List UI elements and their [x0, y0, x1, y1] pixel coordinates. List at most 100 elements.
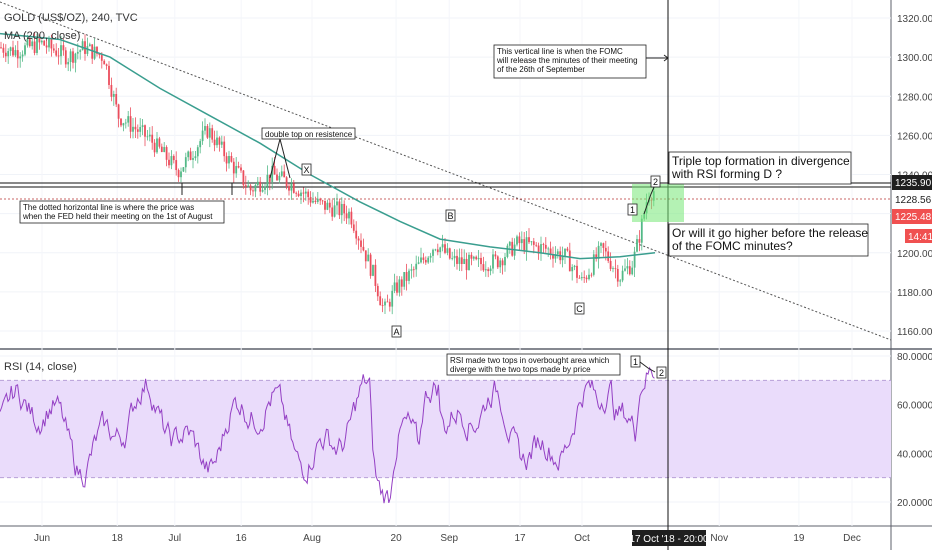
candle-up	[463, 258, 466, 264]
candle-down	[448, 248, 451, 259]
highlight-box	[632, 184, 684, 222]
candle-up	[187, 151, 190, 158]
candle-down	[249, 185, 252, 191]
rsi-note-box	[446, 353, 621, 376]
candle-up	[79, 50, 82, 52]
candle-down	[537, 245, 540, 254]
candle-down	[134, 126, 137, 130]
candle-down	[595, 254, 598, 259]
candle-up	[81, 41, 84, 51]
candle-up	[597, 245, 600, 259]
candle-up	[220, 141, 223, 145]
candle-down	[324, 200, 326, 210]
candle-down	[376, 285, 379, 297]
candle-down	[576, 265, 578, 278]
time-tick-label: Dec	[843, 533, 861, 544]
rsi-legend-label[interactable]: RSI (14, close)	[4, 361, 77, 373]
candle-up	[484, 269, 487, 271]
candle-down	[52, 48, 55, 51]
point-label-box	[650, 175, 661, 188]
candle-up	[88, 44, 91, 47]
candle-down	[177, 170, 180, 178]
candle-up	[417, 262, 420, 264]
candle-up	[556, 251, 559, 255]
candle-up	[31, 41, 34, 47]
fomc-note-text: will release the minutes of their meetin…	[496, 56, 638, 65]
double-top-note-box	[261, 127, 356, 140]
candle-down	[230, 155, 233, 162]
candle-up	[468, 254, 470, 271]
rsi-tick-label: 40.0000	[897, 449, 932, 460]
candle-up	[547, 248, 550, 250]
candle-up	[619, 280, 622, 282]
candle-down	[583, 277, 586, 278]
candle-down	[328, 202, 331, 208]
rsi-line	[0, 366, 655, 504]
candle-up	[24, 45, 26, 55]
candle-down	[244, 185, 247, 187]
candle-down	[129, 116, 132, 132]
candle-down	[360, 240, 362, 247]
candle-up	[264, 186, 266, 190]
candle-up	[453, 255, 456, 259]
candle-down	[64, 50, 67, 65]
candle-down	[45, 45, 48, 48]
candle-up	[427, 257, 430, 263]
candle-down	[355, 230, 358, 239]
candle-up	[441, 244, 444, 248]
candle-up	[477, 257, 480, 260]
rsi-tick-label: 20.0000	[897, 498, 932, 509]
candle-up	[182, 167, 185, 172]
candle-up	[139, 127, 142, 132]
candle-down	[374, 264, 377, 286]
candle-up	[398, 279, 401, 293]
point-label-2: 2	[653, 177, 658, 187]
point-label-A: A	[393, 327, 399, 337]
candle-down	[110, 84, 113, 97]
candlesticks	[0, 32, 655, 315]
candle-down	[268, 174, 271, 182]
fed-note-box	[19, 200, 225, 224]
candle-up	[127, 116, 130, 123]
symbol-label[interactable]: GOLD (US$/OZ), 240, TVC	[4, 12, 138, 24]
candle-down	[494, 254, 497, 257]
candle-up	[561, 255, 564, 261]
candle-up	[348, 211, 350, 219]
candle-down	[225, 156, 228, 164]
candle-down	[638, 239, 641, 243]
candle-up	[408, 270, 410, 281]
candle-down	[108, 65, 110, 85]
candle-down	[412, 269, 415, 271]
time-axis[interactable]: Jun 18 Jul 16 Aug 20 Sep 17 Oct Nov 19 Dec 17 Oct '1…	[34, 530, 861, 546]
double-top-arrow	[279, 138, 291, 179]
candle-down	[43, 40, 46, 46]
price-tick-label: 1300.00	[897, 53, 932, 64]
price-axis[interactable]: 1320.001300.001280.001260.001240.001220.…	[892, 14, 932, 509]
candle-down	[400, 279, 403, 287]
candle-down	[153, 142, 156, 153]
time-tick-label: 20	[391, 533, 403, 544]
candle-up	[132, 126, 134, 132]
candle-up	[180, 171, 182, 178]
candle-up	[621, 270, 624, 281]
candle-down	[62, 45, 65, 51]
candle-up	[506, 245, 509, 257]
candle-up	[163, 147, 166, 152]
candle-down	[103, 60, 106, 65]
candle-down	[549, 248, 552, 255]
candle-up	[393, 282, 396, 291]
candle-down	[273, 165, 276, 175]
candle-down	[501, 260, 504, 266]
double-top-arrow	[269, 138, 281, 179]
ma-legend-label[interactable]: MA (200, close)	[4, 30, 80, 42]
fomc-note-box	[493, 44, 647, 79]
candle-up	[554, 254, 557, 259]
candle-down	[237, 166, 240, 168]
candle-down	[321, 200, 324, 202]
crosshair-time-tag	[632, 530, 706, 546]
point-label-box	[627, 203, 638, 216]
candle-down	[470, 254, 473, 259]
candle-up	[156, 138, 158, 153]
candle-down	[362, 246, 365, 251]
candle-down	[566, 248, 569, 251]
